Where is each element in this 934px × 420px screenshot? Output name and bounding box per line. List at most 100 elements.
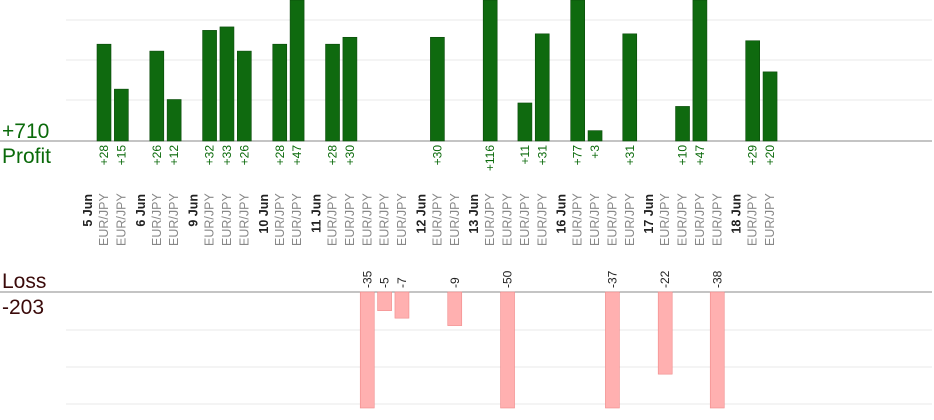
profit-value-label: +29 [746, 145, 760, 166]
loss-bar [394, 291, 410, 319]
symbol-label: EUR/JPY [501, 193, 515, 246]
symbol-label: EUR/JPY [167, 193, 181, 246]
trade-labels: 5 Jun EUR/JPY +28 EUR/JPY +15 6 Jun EUR/JPY +26… [81, 145, 777, 288]
profit-value-label: +77 [571, 145, 585, 166]
profit-bar [692, 0, 708, 142]
loss-bar [657, 291, 673, 375]
loss-bar [377, 291, 392, 311]
loss-bar [359, 291, 375, 409]
date-label: 18 Jun [730, 194, 744, 234]
symbol-label: EUR/JPY [448, 193, 462, 246]
loss-bar [709, 291, 725, 409]
symbol-label: EUR/JPY [710, 193, 724, 246]
loss-bar [500, 291, 515, 409]
profit-bar [237, 50, 252, 142]
date-label: 11 Jun [310, 194, 324, 233]
profit-value-label: +26 [237, 145, 251, 166]
symbol-label: EUR/JPY [605, 193, 619, 246]
symbol-label: EUR/JPY [518, 193, 532, 246]
profit-bar [762, 71, 778, 142]
symbol-label: EUR/JPY [237, 193, 251, 246]
loss-value-label: -38 [710, 270, 724, 288]
loss-value-label: -35 [360, 270, 374, 288]
profit-value-label: +47 [290, 145, 304, 166]
symbol-label: EUR/JPY [623, 193, 637, 246]
date-label: 16 Jun [555, 194, 569, 234]
profit-value-label: +30 [430, 145, 444, 166]
symbol-label: EUR/JPY [430, 193, 444, 246]
date-label: 12 Jun [414, 194, 428, 234]
profit-value-label: +15 [114, 145, 128, 166]
symbol-label: EUR/JPY [483, 193, 497, 246]
loss-bar [605, 291, 620, 409]
loss-total: -203 [2, 296, 44, 319]
symbol-label: EUR/JPY [676, 193, 690, 246]
profit-value-label: +47 [693, 145, 707, 166]
symbol-label: EUR/JPY [360, 193, 374, 246]
symbol-label: EUR/JPY [326, 193, 340, 246]
profit-value-label: +20 [763, 145, 777, 166]
profit-bar [430, 36, 445, 142]
symbol-label: EUR/JPY [395, 193, 409, 246]
profit-value-label: +30 [343, 145, 357, 166]
loss-bar [447, 291, 463, 326]
profit-bar [675, 106, 690, 142]
profit-bar [289, 0, 305, 142]
profit-bar [114, 88, 129, 142]
symbol-label: EUR/JPY [273, 193, 287, 246]
profit-value-label: +31 [623, 145, 637, 166]
profit-bar [219, 26, 235, 142]
profit-value-label: +32 [203, 145, 217, 166]
date-label: 6 Jun [134, 194, 148, 227]
profit-bar [587, 130, 603, 142]
date-label: 13 Jun [467, 194, 481, 234]
profit-value-label: +3 [588, 145, 602, 159]
profit-value-label: +116 [483, 145, 497, 171]
symbol-label: EUR/JPY [343, 193, 357, 246]
date-label: 5 Jun [81, 194, 95, 227]
symbol-label: EUR/JPY [693, 193, 707, 246]
profit-bar [272, 43, 288, 142]
trade-bars [96, 0, 778, 409]
symbol-label: EUR/JPY [378, 193, 392, 246]
symbol-label: EUR/JPY [658, 193, 672, 246]
loss-value-label: -7 [395, 277, 409, 288]
loss-value-label: -37 [605, 270, 619, 288]
profit-value-label: +28 [97, 145, 111, 166]
profit-bar [517, 102, 533, 142]
loss-caption: Loss [2, 270, 46, 293]
date-label: 10 Jun [257, 194, 271, 234]
symbol-label: EUR/JPY [746, 193, 760, 246]
profit-bar [534, 33, 550, 142]
symbol-label: EUR/JPY [114, 193, 128, 246]
profit-value-label: +10 [676, 145, 690, 166]
profit-value-label: +31 [535, 145, 549, 166]
profit-bar [342, 36, 358, 142]
loss-value-label: -22 [658, 270, 672, 288]
profit-value-label: +26 [150, 145, 164, 166]
loss-value-label: -9 [448, 277, 462, 288]
symbol-label: EUR/JPY [535, 193, 549, 246]
profit-bar [482, 0, 498, 142]
profit-bar [96, 43, 112, 142]
profit-bar [166, 99, 182, 142]
symbol-label: EUR/JPY [571, 193, 585, 246]
date-label: 17 Jun [642, 194, 656, 234]
date-label: 9 Jun [187, 194, 201, 227]
profit-bar [745, 40, 761, 142]
profit-value-label: +11 [518, 145, 532, 165]
profit-caption: Profit [2, 145, 51, 168]
loss-value-label: -5 [378, 277, 392, 288]
symbol-label: EUR/JPY [150, 193, 164, 246]
loss-value-label: -50 [501, 270, 515, 288]
symbol-label: EUR/JPY [220, 193, 234, 246]
symbol-label: EUR/JPY [588, 193, 602, 246]
profit-bar [325, 43, 340, 142]
symbol-label: EUR/JPY [97, 193, 111, 246]
symbol-label: EUR/JPY [290, 193, 304, 246]
profit-value-label: +28 [326, 145, 340, 166]
profit-bar [570, 0, 586, 142]
profit-bar [149, 50, 165, 142]
profit-value-label: +28 [273, 145, 287, 166]
